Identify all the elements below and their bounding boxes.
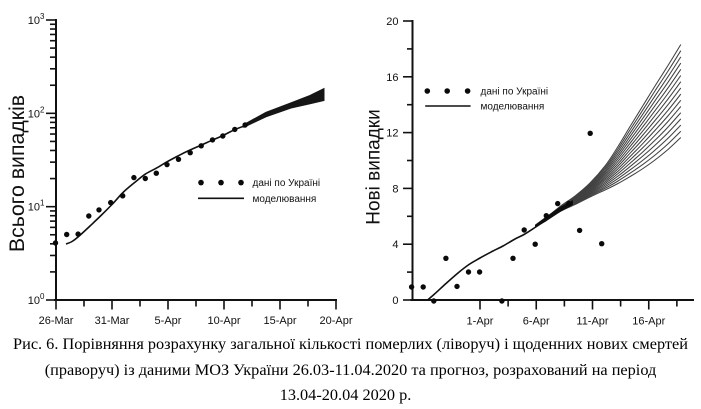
svg-text:20: 20 — [386, 16, 398, 28]
svg-text:4: 4 — [392, 239, 398, 251]
svg-text:3: 3 — [40, 12, 45, 21]
svg-text:20-Apr: 20-Apr — [319, 315, 352, 327]
svg-text:Всього випадків: Всього випадків — [5, 95, 29, 252]
svg-text:1-Apr: 1-Apr — [467, 316, 494, 328]
svg-text:16-Apr: 16-Apr — [632, 316, 665, 328]
svg-text:Нові випадки: Нові випадки — [364, 109, 385, 224]
svg-text:10: 10 — [28, 15, 40, 27]
svg-text:дані по Україні: дані по Україні — [253, 178, 321, 189]
svg-text:дані по Україні: дані по Україні — [481, 87, 549, 98]
svg-text:16: 16 — [386, 72, 398, 84]
svg-text:8: 8 — [392, 183, 398, 195]
svg-text:12: 12 — [386, 128, 398, 140]
svg-text:11-Apr: 11-Apr — [576, 316, 609, 328]
svg-text:10-Apr: 10-Apr — [207, 315, 240, 327]
svg-text:31-Mar: 31-Mar — [95, 315, 130, 327]
svg-text:6-Apr: 6-Apr — [523, 316, 550, 328]
svg-text:2: 2 — [40, 105, 45, 114]
svg-text:5-Apr: 5-Apr — [155, 315, 182, 327]
svg-text:15-Apr: 15-Apr — [263, 315, 296, 327]
svg-text:моделювання: моделювання — [481, 102, 545, 113]
svg-text:10: 10 — [28, 108, 40, 120]
svg-text:0: 0 — [392, 295, 398, 307]
svg-text:10: 10 — [28, 295, 40, 307]
svg-text:1: 1 — [40, 199, 45, 208]
svg-text:0: 0 — [40, 292, 45, 301]
svg-text:моделювання: моделювання — [253, 194, 317, 205]
svg-text:26-Mar: 26-Mar — [39, 315, 74, 327]
svg-text:10: 10 — [28, 202, 40, 214]
